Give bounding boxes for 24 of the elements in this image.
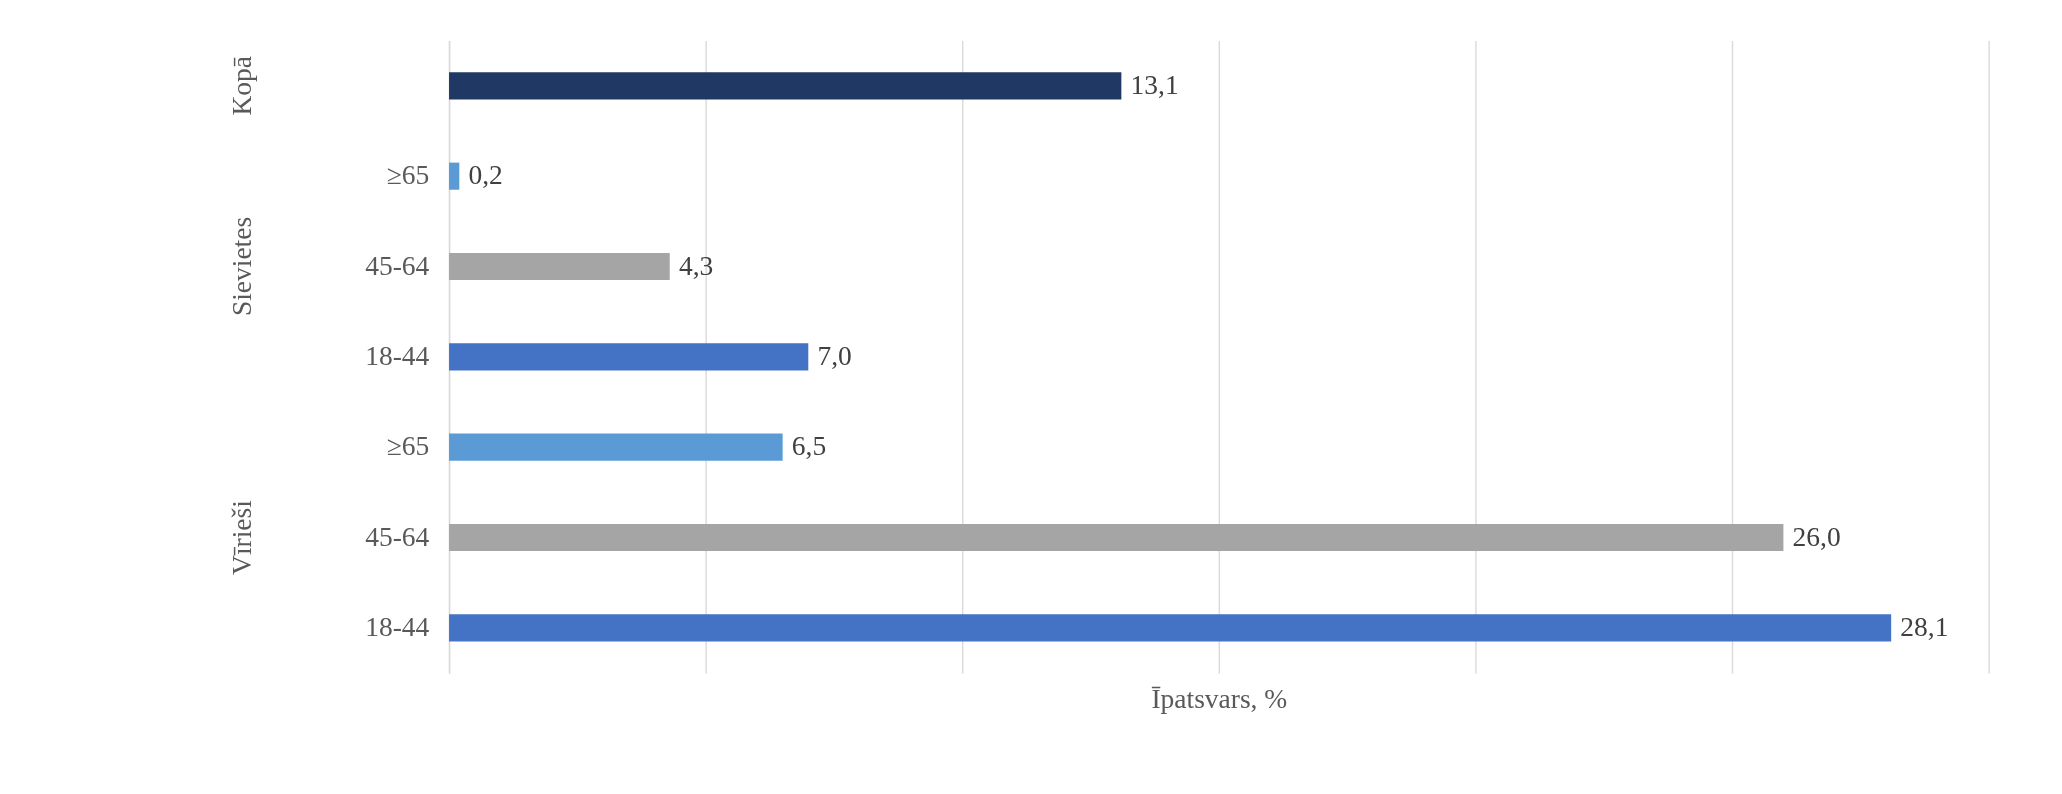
bar <box>449 252 670 281</box>
y-tick-label: 45-64 <box>365 250 430 281</box>
y-tick-label: ≥65 <box>386 431 430 462</box>
text: Kopā <box>227 56 258 116</box>
data-label: 0,2 <box>468 160 503 191</box>
bar <box>449 614 1892 642</box>
bar <box>449 523 1784 552</box>
data-label: 26,0 <box>1792 521 1841 552</box>
data-label: 6,5 <box>791 431 827 462</box>
text: Sievietes <box>227 216 258 317</box>
data-label: 4,3 <box>678 250 714 281</box>
data-label: 13,1 <box>1130 70 1179 101</box>
bar <box>449 162 460 190</box>
y-tick-label: 45-64 <box>365 521 430 552</box>
bar <box>449 343 809 371</box>
data-label: 28,1 <box>1900 612 1949 643</box>
data-label: 7,0 <box>817 341 852 372</box>
y-tick-label: 18-44 <box>365 612 430 643</box>
x-axis-title: Īpatsvars, % <box>1151 684 1288 715</box>
bar <box>449 72 1122 100</box>
y-tick-label: 18-44 <box>365 341 430 372</box>
text: Vīrieši <box>227 499 258 575</box>
y-tick-label: ≥65 <box>386 160 430 191</box>
bar <box>449 433 783 461</box>
